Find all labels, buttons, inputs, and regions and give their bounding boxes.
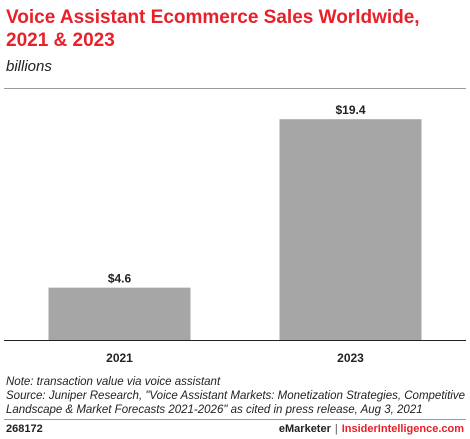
data-label-2023: $19.4 — [335, 103, 365, 117]
chart-title: Voice Assistant Ecommerce Sales Worldwid… — [6, 7, 420, 51]
brand-credit: eMarketer | InsiderIntelligence.com — [279, 423, 464, 435]
chart-notes: Note: transaction value via voice assist… — [6, 375, 466, 417]
brand-insider-intelligence: InsiderIntelligence.com — [341, 423, 464, 435]
chart-area: $4.6 2021 $19.4 2023 — [4, 88, 466, 371]
footer-divider — [4, 419, 466, 420]
brand-separator: | — [334, 423, 338, 435]
chart-id: 268172 — [6, 423, 43, 435]
bar-2021 — [48, 287, 191, 340]
brand-emarketer: eMarketer — [278, 423, 331, 435]
bar-2023 — [279, 119, 422, 340]
x-tick-label-2021: 2021 — [106, 351, 133, 365]
x-tick-label-2023: 2023 — [337, 351, 364, 365]
data-label-2021: $4.6 — [108, 272, 132, 286]
note-text: Note: transaction value via voice assist… — [6, 376, 221, 388]
bar-chart: $4.6 2021 $19.4 2023 — [4, 103, 466, 365]
chart-subtitle: billions — [6, 58, 52, 75]
source-text: Source: Juniper Research, "Voice Assista… — [6, 390, 465, 416]
